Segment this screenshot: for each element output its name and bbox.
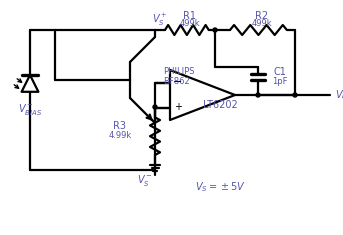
Text: −: − (173, 78, 183, 87)
Circle shape (256, 93, 260, 97)
Text: $V_{BIAS}^-$: $V_{BIAS}^-$ (18, 102, 42, 117)
Text: PHILIPS: PHILIPS (163, 67, 194, 77)
Text: +: + (174, 102, 182, 113)
Text: R2: R2 (256, 11, 269, 21)
Text: BF862: BF862 (163, 77, 190, 86)
Circle shape (293, 93, 297, 97)
Circle shape (153, 105, 157, 109)
Text: 1pF: 1pF (272, 77, 288, 86)
Circle shape (213, 28, 217, 32)
Text: $V_S = \pm 5V$: $V_S = \pm 5V$ (195, 180, 245, 194)
Text: $V_{OUT}$: $V_{OUT}$ (335, 88, 343, 102)
Text: $V_S^+$: $V_S^+$ (152, 12, 168, 28)
Text: $V_S^-$: $V_S^-$ (137, 172, 153, 188)
Text: 4.99k: 4.99k (108, 130, 132, 140)
Text: R3: R3 (114, 121, 127, 131)
Text: R1: R1 (184, 11, 197, 21)
Text: LT6202: LT6202 (203, 100, 237, 110)
Text: C1: C1 (274, 67, 286, 77)
Text: 499k: 499k (252, 20, 272, 28)
Text: 499k: 499k (180, 20, 200, 28)
